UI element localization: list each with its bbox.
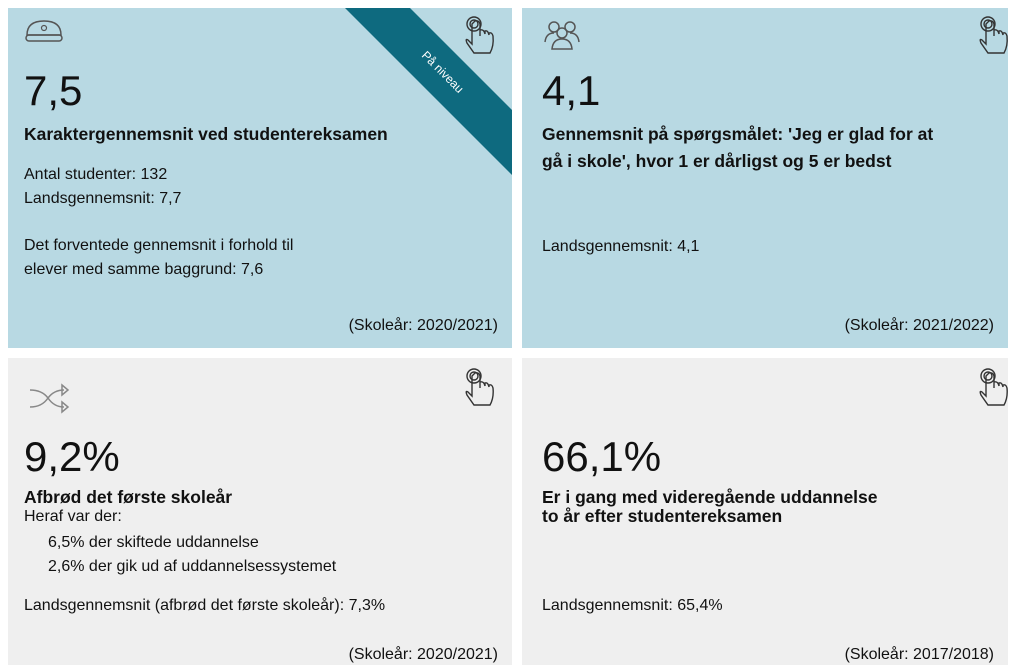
cap-icon <box>25 20 63 42</box>
detail: elever med samme baggrund: 7,6 <box>24 261 264 278</box>
footer: (Skoleår: 2020/2021) <box>348 317 498 334</box>
detail: Landsgennemsnit (afbrød det første skole… <box>24 597 386 614</box>
footer: (Skoleår: 2017/2018) <box>844 646 994 663</box>
value: 4,1 <box>542 67 601 114</box>
title: to år efter studentereksamen <box>542 506 783 526</box>
click-icon[interactable] <box>976 14 1010 58</box>
value: 7,5 <box>24 67 83 114</box>
click-icon[interactable] <box>976 366 1010 410</box>
detail: Landsgennemsnit: 4,1 <box>542 238 700 255</box>
detail: Landsgennemsnit: 65,4% <box>542 597 723 614</box>
click-icon[interactable] <box>462 366 502 410</box>
shuffle-icon <box>29 383 70 414</box>
footer: (Skoleår: 2020/2021) <box>348 646 498 663</box>
card[interactable]: 9,2% Afbrød det første skoleår Heraf var… <box>8 358 512 665</box>
title: gå i skole', hvor 1 er dårligst og 5 er … <box>542 151 892 171</box>
title: Er i gang med videregående uddannelse <box>542 487 878 507</box>
people-icon <box>544 21 580 50</box>
footer: (Skoleår: 2021/2022) <box>844 317 994 334</box>
card[interactable]: På niveau 7,5 Karaktergennemsnit ved stu… <box>8 8 512 348</box>
title: Karaktergennemsnit ved studentereksamen <box>24 124 388 144</box>
ribbon-shape <box>345 8 512 175</box>
detail: Antal studenter: 132 <box>24 166 168 183</box>
value: 9,2% <box>24 433 120 480</box>
detail: Det forventede gennemsnit i forhold til <box>24 237 294 254</box>
detail: Heraf var der: <box>24 508 122 525</box>
title: Afbrød det første skoleår <box>24 487 233 507</box>
detail: Landsgennemsnit: 7,7 <box>24 190 182 207</box>
title: Gennemsnit på spørgsmålet: 'Jeg er glad … <box>542 124 934 144</box>
detail: 2,6% der gik ud af uddannelsessystemet <box>48 558 337 575</box>
click-icon[interactable] <box>462 14 502 58</box>
value: 66,1% <box>542 433 662 480</box>
card[interactable]: 66,1% Er i gang med videregående uddanne… <box>522 358 1008 665</box>
detail: 6,5% der skiftede uddannelse <box>48 534 259 551</box>
card[interactable]: 4,1 Gennemsnit på spørgsmålet: 'Jeg er g… <box>522 8 1008 348</box>
